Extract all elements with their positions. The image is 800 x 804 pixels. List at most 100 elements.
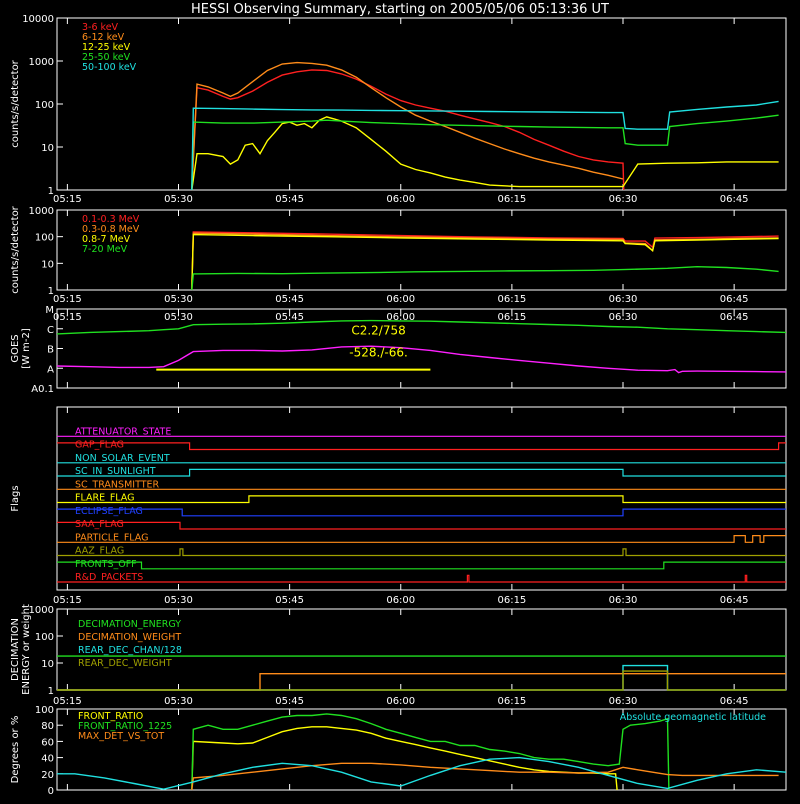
flag-label: FLARE_FLAG — [75, 493, 135, 504]
x-tick-label: 06:15 — [497, 194, 526, 205]
geomag-label: Absolute geomagnetic latitude — [620, 712, 766, 723]
goes-annotation: C2.2/758 — [351, 324, 405, 338]
flag-line-9 — [57, 548, 786, 557]
y-tick-label: C — [47, 325, 54, 336]
flag-label: ECLIPSE_FLAG — [75, 506, 143, 517]
y-axis-label: Flags — [10, 485, 21, 511]
x-tick-label: 06:45 — [720, 194, 749, 205]
x-tick-label: 06:00 — [386, 194, 415, 205]
x-tick-label: 06:45 — [720, 294, 749, 305]
legend-entry: 0.3-0.8 MeV — [82, 224, 140, 235]
flag-label: GAP_FLAG — [75, 440, 124, 451]
x-tick-label: 06:00 — [386, 294, 415, 305]
series-line-0 — [56, 319, 787, 335]
x-tick-label: 05:45 — [275, 312, 304, 323]
y-tick-label: 10 — [41, 659, 54, 670]
y-tick-label: 1 — [48, 186, 54, 197]
plot-title: HESSI Observing Summary, starting on 200… — [191, 2, 609, 17]
y-tick-label: M — [45, 305, 54, 316]
goes-annotation: -528./-66. — [349, 345, 408, 359]
x-tick-label: 06:00 — [386, 312, 415, 323]
flag-line-5 — [57, 495, 786, 504]
y-axis-label-2: ENERGY or weight — [21, 604, 32, 695]
y-tick-label: 10 — [41, 259, 54, 270]
series-line-4 — [191, 100, 779, 191]
x-tick-label: 05:30 — [164, 312, 193, 323]
series-line-2 — [191, 762, 779, 791]
y-tick-label: 100 — [35, 632, 54, 643]
y-tick-label: 40 — [41, 754, 54, 765]
x-tick-label: 05:15 — [53, 312, 82, 323]
series-line-3 — [57, 756, 787, 790]
y-axis-label-2: [W m-2] — [21, 328, 32, 369]
x-tick-label: 05:30 — [164, 595, 193, 606]
legend-entry: 50-100 keV — [82, 62, 137, 73]
y-tick-label: 80 — [41, 721, 54, 732]
y-tick-label: 1000 — [29, 57, 54, 68]
x-tick-label: 06:15 — [497, 595, 526, 606]
series-line-3 — [191, 265, 779, 291]
x-tick-label: 06:15 — [497, 696, 526, 707]
y-tick-label: A — [47, 364, 54, 375]
legend-entry: 3-6 keV — [82, 22, 119, 33]
x-tick-label: 06:45 — [720, 696, 749, 707]
flag-label: PARTICLE_FLAG — [75, 532, 148, 543]
x-tick-label: 06:45 — [720, 312, 749, 323]
x-tick-label: 05:30 — [164, 294, 193, 305]
x-tick-label: 06:30 — [609, 312, 638, 323]
flag-line-8 — [57, 534, 786, 543]
x-tick-label: 05:15 — [53, 595, 82, 606]
legend-entry: 6-12 keV — [82, 32, 125, 43]
panel-decim: 05:15 05:30 05:45 06:00 06:15 06:30 06:45 1 10 10… — [10, 604, 787, 707]
series-line-1 — [191, 232, 779, 291]
panel-flags: 05:15 05:30 05:45 06:00 06:15 06:30 06:45 Flags… — [10, 406, 787, 606]
y-tick-label: B — [47, 345, 54, 356]
x-tick-label: 06:30 — [609, 294, 638, 305]
legend-entry: 0.8-7 MeV — [82, 234, 131, 245]
x-tick-label: 06:30 — [609, 194, 638, 205]
legend-entry: REAR_DEC_CHAN/128 — [78, 645, 182, 656]
panel-goes: 05:15 05:30 05:45 06:00 06:15 06:30 06:45 A0.1 A… — [10, 305, 787, 395]
legend-entry: 7-20 MeV — [82, 244, 128, 255]
flag-line-3 — [57, 468, 786, 477]
y-tick-label: 10000 — [22, 14, 54, 25]
series-line-1 — [56, 345, 787, 374]
y-axis-label: Degrees or % — [10, 716, 21, 784]
flag-line-7 — [57, 521, 786, 530]
y-tick-label: 1000 — [29, 206, 54, 217]
y-axis-label: DECIMATION — [10, 618, 21, 681]
flag-label: NON_SOLAR_EVENT — [75, 453, 170, 464]
y-tick-label: A0.1 — [31, 384, 54, 395]
x-tick-label: 05:45 — [275, 194, 304, 205]
panel-frame — [56, 708, 787, 791]
y-tick-label: 100 — [35, 100, 54, 111]
legend-entry: DECIMATION_ENERGY — [78, 619, 181, 630]
legend-entry: 25-50 keV — [82, 52, 131, 63]
series-line-3 — [191, 114, 779, 191]
y-tick-label: 10 — [41, 143, 54, 154]
x-tick-label: 06:45 — [720, 595, 749, 606]
flag-line-6 — [57, 508, 786, 517]
y-tick-label: 60 — [41, 737, 54, 748]
flag-label: FRONTS_OFF — [75, 559, 137, 570]
x-tick-label: 05:30 — [164, 696, 193, 707]
series-line-2 — [191, 116, 779, 191]
legend-entry: MAX_DET_VS_TOT — [78, 731, 164, 742]
x-tick-label: 05:15 — [53, 696, 82, 707]
y-tick-label: 100 — [35, 233, 54, 244]
x-tick-label: 06:00 — [386, 595, 415, 606]
x-tick-label: 06:30 — [609, 696, 638, 707]
x-tick-label: 05:15 — [53, 294, 82, 305]
series-line-2 — [191, 233, 779, 291]
legend-entry: 12-25 keV — [82, 42, 131, 53]
x-tick-label: 05:45 — [275, 294, 304, 305]
flag-label: ATTENUATOR_STATE — [75, 426, 171, 437]
flag-label: SAA_FLAG — [75, 519, 124, 530]
legend-entry: 0.1-0.3 MeV — [82, 214, 140, 225]
y-tick-label: 0 — [48, 786, 54, 797]
x-tick-label: 05:45 — [275, 696, 304, 707]
series-line-0 — [191, 231, 779, 291]
